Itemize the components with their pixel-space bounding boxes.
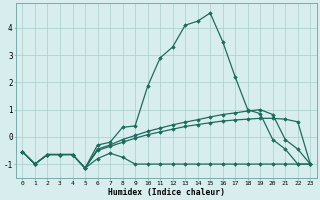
X-axis label: Humidex (Indice chaleur): Humidex (Indice chaleur) [108, 188, 225, 197]
